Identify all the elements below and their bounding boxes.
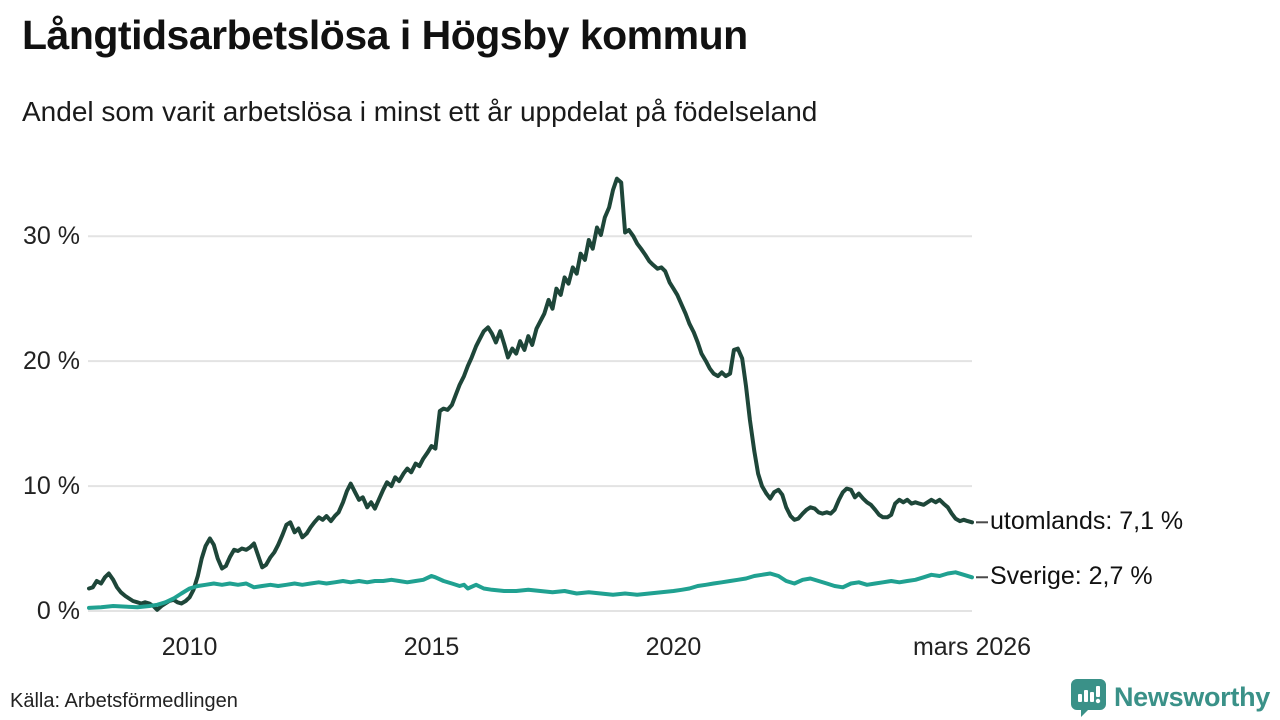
x-tick-label: 2015 <box>403 633 460 661</box>
y-tick-label: 30 % <box>23 222 80 251</box>
y-tick-label: 20 % <box>23 347 80 376</box>
newsworthy-chart-bubble-icon <box>1070 678 1107 717</box>
brand-name: Newsworthy <box>1113 682 1270 712</box>
y-tick-label: 10 % <box>23 472 80 501</box>
series-line-Sverige <box>87 570 974 610</box>
page-title: Långtidsarbetslösa i Högsby kommun <box>22 12 748 58</box>
series-label-utomlands: utomlands: 7,1 % <box>990 507 1184 536</box>
source-note: Källa: Arbetsförmedlingen <box>10 690 238 712</box>
chart-subtitle: Andel som varit arbetslösa i minst ett å… <box>22 96 818 127</box>
x-tick-label: 2010 <box>161 633 218 661</box>
series-line-utomlands <box>87 176 974 612</box>
x-tick-label: mars 2026 <box>912 633 1032 661</box>
x-tick-label: 2020 <box>645 633 702 661</box>
series-label-Sverige: Sverige: 2,7 % <box>990 562 1153 591</box>
y-tick-label: 0 % <box>36 597 80 625</box>
brand-logo: Newsworthy <box>1070 678 1270 717</box>
